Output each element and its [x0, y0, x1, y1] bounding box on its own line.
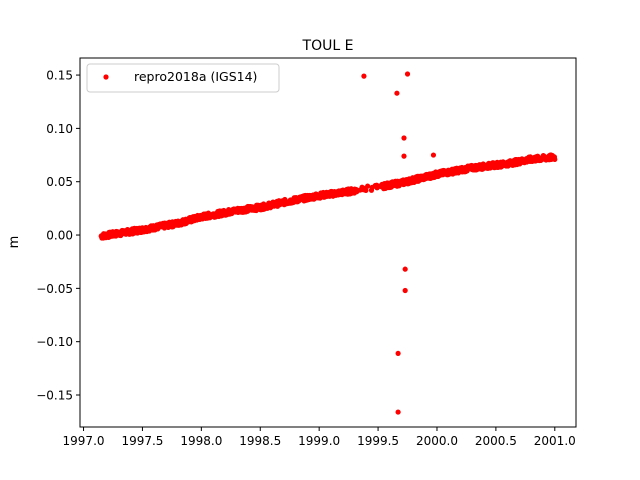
x-tick-label: 2000.0 — [416, 434, 458, 448]
y-tick-label: −0.10 — [36, 335, 73, 349]
legend: repro2018a (IGS14) — [86, 63, 280, 93]
x-tick-label: 1997.0 — [63, 434, 105, 448]
data-point-outlier — [401, 153, 407, 159]
data-point-outlier — [395, 350, 401, 357]
y-tick-label: 0.05 — [46, 175, 73, 189]
x-tick-label: 1998.0 — [180, 434, 222, 448]
data-point-outlier — [361, 73, 367, 79]
data-point — [552, 156, 558, 162]
x-tick-label: 1999.5 — [357, 434, 399, 448]
chart-title: TOUL E — [302, 38, 354, 54]
x-tick-label: 2000.5 — [475, 434, 517, 448]
data-point-outlier — [395, 409, 401, 415]
data-point-outlier — [401, 135, 407, 141]
y-axis-label: m — [7, 236, 22, 249]
x-tick-label: 1997.5 — [121, 434, 163, 448]
legend-box — [86, 63, 280, 93]
data-point-outlier — [404, 71, 411, 77]
x-tick-label: 1999.0 — [298, 434, 340, 448]
y-tick-label: 0.15 — [46, 69, 73, 83]
data-point-outlier — [394, 90, 400, 96]
data-point-outlier — [430, 152, 437, 158]
data-point — [363, 187, 369, 193]
y-tick-label: 0.10 — [46, 122, 73, 136]
y-tick-label: −0.15 — [36, 389, 73, 403]
y-axis: 0.15 0.10 0.05 0.00 −0.05 −0.10 −0.15 — [36, 69, 80, 403]
y-tick-label: 0.00 — [46, 229, 73, 243]
data-point-outlier — [402, 266, 408, 272]
y-tick-label: −0.05 — [36, 282, 73, 296]
data-point — [365, 183, 371, 189]
x-tick-label: 1998.5 — [239, 434, 281, 448]
x-axis: 1997.0 1997.5 1998.0 1998.5 1999.0 1999.5 2000… — [63, 427, 576, 448]
x-tick-label: 2001.0 — [534, 434, 576, 448]
legend-entry: repro2018a (IGS14) — [134, 69, 257, 84]
data-points — [98, 71, 558, 415]
data-point-outlier — [402, 287, 408, 294]
plot-frame — [79, 57, 577, 428]
legend-marker — [103, 74, 109, 80]
